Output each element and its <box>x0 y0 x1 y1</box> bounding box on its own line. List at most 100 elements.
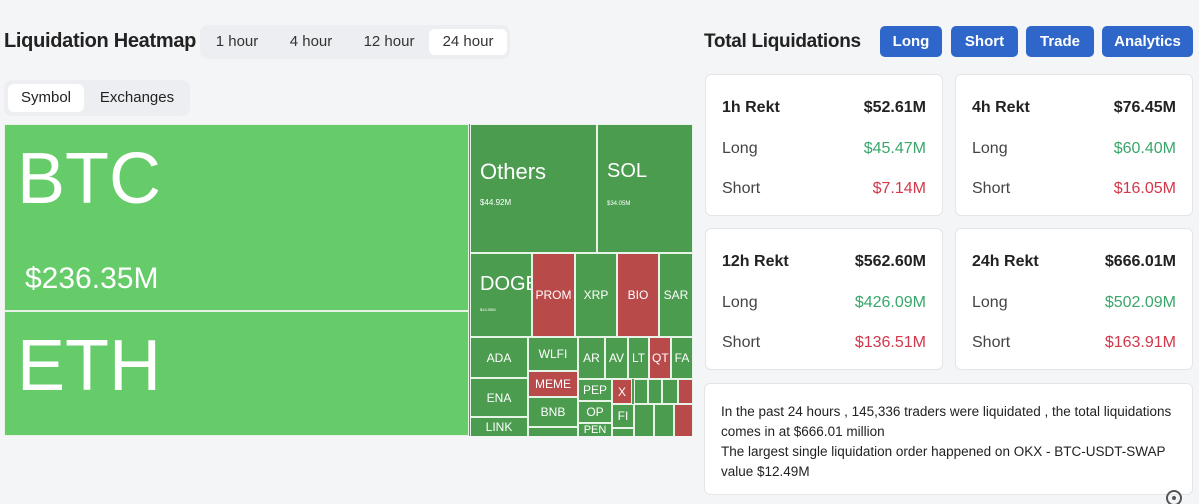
card-label: Long <box>722 140 758 157</box>
treemap-tile[interactable]: SAR <box>659 253 693 337</box>
card-row: Short $163.91M <box>972 334 1176 352</box>
tile-filler <box>662 379 678 404</box>
card-value: $666.01M <box>1104 253 1176 270</box>
tile-filler <box>634 379 648 404</box>
tile-label: BTC <box>17 139 161 219</box>
tile-filler <box>654 404 674 436</box>
tile-label: PEN <box>583 423 607 436</box>
treemap-tile[interactable]: AV <box>605 337 628 379</box>
treemap-tile[interactable]: LINK <box>470 417 528 436</box>
card-label: Long <box>972 294 1008 311</box>
tile-label: PROM <box>535 288 572 302</box>
time-tab[interactable]: 24 hour <box>429 29 507 55</box>
card-label: Short <box>722 180 761 197</box>
tile-label: SAR <box>663 288 689 302</box>
treemap-tile[interactable]: LT <box>628 337 649 379</box>
card-label: 1h Rekt <box>722 99 780 116</box>
tile-label: LINK <box>485 420 513 434</box>
time-tab[interactable]: 12 hour <box>363 33 415 50</box>
treemap-tile[interactable]: Others $44.92M <box>470 124 597 253</box>
card-value: $426.09M <box>854 294 926 311</box>
card-value: $163.91M <box>1104 334 1176 351</box>
card-value: $502.09M <box>1104 294 1176 311</box>
treemap-tile[interactable]: BNB <box>528 397 578 427</box>
tile-filler <box>674 404 693 436</box>
card-row: 4h Rekt $76.45M <box>972 99 1176 117</box>
heatmap-title: Liquidation Heatmap <box>4 30 197 52</box>
tile-value: $14.05M <box>480 307 496 312</box>
tile-label: ETH <box>17 326 161 406</box>
treemap-tile[interactable]: X <box>612 379 632 404</box>
treemap-tile[interactable]: DOGE $14.05M <box>470 253 532 337</box>
tile-label: DOGE <box>480 273 531 295</box>
card-value: $136.51M <box>854 334 926 351</box>
card-row: Long $45.47M <box>722 140 926 158</box>
tile-label: PEP <box>582 383 607 397</box>
time-tab[interactable]: 4 hour <box>289 33 333 50</box>
tile-label: FA <box>674 351 690 365</box>
card-row: 12h Rekt $562.60M <box>722 253 926 271</box>
tile-label: SOL <box>607 160 648 182</box>
card-row: Short $7.14M <box>722 180 926 198</box>
card-row: 1h Rekt $52.61M <box>722 99 926 117</box>
card-row: Long $502.09M <box>972 294 1176 312</box>
treemap-tile[interactable]: OP <box>578 401 612 423</box>
action-button[interactable]: Trade <box>1026 26 1094 57</box>
tile-label: ADA <box>486 350 512 365</box>
time-tab[interactable]: 1 hour <box>215 33 259 50</box>
rekt-card: 24h Rekt $666.01M Long $502.09M Short $163.91… <box>955 228 1193 370</box>
time-tabs: 1 hour 4 hour 12 hour 24 hour <box>200 25 510 59</box>
treemap-tile[interactable]: SOL $34.05M <box>597 124 693 253</box>
tile-label: WLFI <box>538 347 568 361</box>
rekt-card: 12h Rekt $562.60M Long $426.09M Short $136.51… <box>705 228 943 370</box>
treemap-tile[interactable]: WLFI <box>528 337 578 371</box>
card-label: Long <box>972 140 1008 157</box>
view-tab[interactable]: Exchanges <box>99 89 175 106</box>
summary: In the past 24 hours , 145,336 traders w… <box>704 383 1193 495</box>
treemap-tile[interactable]: FI <box>612 404 634 428</box>
card-label: Short <box>972 180 1011 197</box>
treemap-tile[interactable]: AR <box>578 337 605 379</box>
treemap-tile[interactable]: BIO <box>617 253 659 337</box>
treemap-tile[interactable]: XRP <box>575 253 617 337</box>
card-value: $7.14M <box>872 180 926 197</box>
card-label: 24h Rekt <box>972 253 1039 270</box>
card-row: 24h Rekt $666.01M <box>972 253 1176 271</box>
tile-filler <box>634 404 654 436</box>
tile-label: X <box>617 384 626 399</box>
card-value: $52.61M <box>863 99 926 116</box>
treemap-tile[interactable]: PROM <box>532 253 575 337</box>
settings-icon[interactable] <box>1164 488 1184 504</box>
view-tab[interactable]: Symbol <box>8 84 84 112</box>
tile-filler <box>528 427 578 436</box>
treemap-tile[interactable]: ENA <box>470 378 528 417</box>
action-button[interactable]: Short <box>951 26 1018 57</box>
treemap-tile[interactable]: FA <box>671 337 693 379</box>
card-value: $562.60M <box>854 253 926 270</box>
treemap-tile[interactable]: PEP <box>578 379 612 401</box>
treemap-tile[interactable]: BTC $236.35M <box>4 124 469 311</box>
card-row: Short $136.51M <box>722 334 926 352</box>
tile-label: FI <box>617 409 629 423</box>
tile-label: LT <box>631 351 646 365</box>
card-label: 12h Rekt <box>722 253 789 270</box>
view-tabs: Symbol Exchanges <box>4 80 190 116</box>
tile-label: QT <box>652 351 669 365</box>
treemap-tile[interactable]: QT <box>649 337 671 379</box>
tile-filler <box>648 379 662 404</box>
rekt-card: 1h Rekt $52.61M Long $45.47M Short $7.14M <box>705 74 943 216</box>
tile-label: OP <box>586 405 604 419</box>
action-button[interactable]: Long <box>880 26 942 57</box>
card-label: 4h Rekt <box>972 99 1030 116</box>
tile-label: BIO <box>627 288 649 302</box>
treemap-tile[interactable]: MEME <box>528 371 578 397</box>
card-value: $16.05M <box>1113 180 1176 197</box>
card-row: Long $60.40M <box>972 140 1176 158</box>
treemap-tile[interactable]: ETH <box>4 311 469 436</box>
summary-text: In the past 24 hours , 145,336 traders w… <box>721 404 1172 439</box>
treemap-tile[interactable]: PEN <box>578 423 612 436</box>
action-button[interactable]: Analytics <box>1102 26 1193 57</box>
card-value: $45.47M <box>863 140 926 157</box>
treemap-tile[interactable]: ADA <box>470 337 528 378</box>
